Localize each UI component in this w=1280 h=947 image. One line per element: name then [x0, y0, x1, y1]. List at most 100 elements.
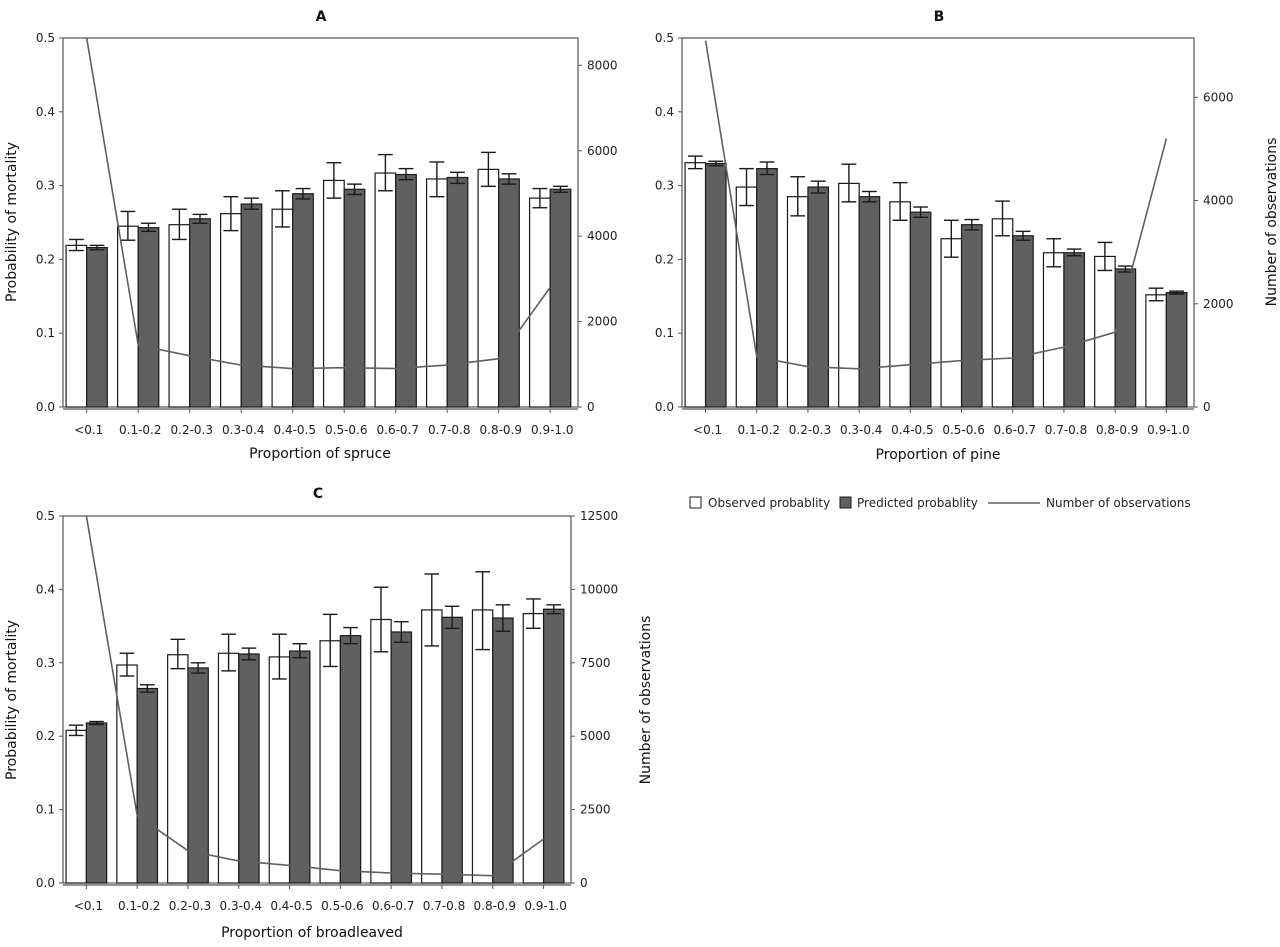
- x-tick-label: 0.8-0.9: [1096, 423, 1139, 437]
- y-tick-label: 0.5: [36, 509, 55, 523]
- x-tick-label: 0.9-1.0: [1147, 423, 1190, 437]
- predicted-bar: [542, 608, 565, 884]
- y-tick-label: 0.0: [36, 400, 55, 414]
- legend: Observed probablity Predicted probablity…: [689, 496, 1191, 510]
- y2-tick-label: 7500: [580, 656, 611, 670]
- x-tick-label: 0.4-0.5: [891, 423, 934, 437]
- y2-tick-label: 0: [587, 400, 595, 414]
- y-tick-label: 0.0: [36, 876, 55, 890]
- y-tick-label: 0.3: [655, 179, 674, 193]
- y-tick-label: 0.1: [655, 326, 674, 340]
- observed-bar: [786, 196, 809, 408]
- y2-tick-label: 2000: [1203, 297, 1234, 311]
- observed-bar: [421, 609, 443, 884]
- predicted-bar: [85, 722, 108, 884]
- x-tick-label: 0.2-0.3: [169, 899, 212, 913]
- plot-frame: [681, 37, 1195, 408]
- x-tick-label: 0.2-0.3: [789, 423, 832, 437]
- predicted-bar: [86, 246, 108, 408]
- x-tick-label: 0.8-0.9: [480, 423, 523, 437]
- x-tick-label: 0.5-0.6: [325, 423, 368, 437]
- x-axis-title: Proportion of broadleaved: [221, 925, 403, 941]
- observed-bar: [1042, 252, 1065, 408]
- y-tick-label: 0.5: [655, 31, 674, 45]
- y2-tick-label: 2000: [587, 315, 618, 329]
- predicted-bar: [288, 650, 311, 884]
- x-tick-label: 0.1-0.2: [119, 423, 162, 437]
- y2-tick-label: 4000: [1203, 194, 1234, 208]
- observed-bar: [271, 208, 294, 408]
- y2-tick-label: 4000: [587, 229, 618, 243]
- y-tick-label: 0.3: [36, 656, 55, 670]
- observed-bar: [471, 609, 494, 884]
- x-tick-label: <0.1: [693, 423, 722, 437]
- observed-bar: [319, 640, 341, 884]
- panel-c: C Proportion of broadleaved Probability …: [4, 486, 654, 941]
- x-tick-label: 0.7-0.8: [428, 423, 471, 437]
- observed-bar: [684, 162, 707, 408]
- x-tick-label: 0.6-0.7: [377, 423, 420, 437]
- y-tick-label: 0.5: [36, 31, 55, 45]
- predicted-bar: [240, 203, 263, 408]
- x-tick-label: 0.6-0.7: [994, 423, 1037, 437]
- predicted-bar: [1114, 268, 1137, 408]
- legend-predicted-swatch: [839, 496, 852, 509]
- x-tick-label: 0.3-0.4: [220, 899, 263, 913]
- observed-bar: [1094, 255, 1116, 408]
- y2-tick-label: 0: [580, 876, 588, 890]
- observed-bar: [889, 201, 911, 408]
- y-tick-label: 0.3: [36, 179, 55, 193]
- observed-bar: [477, 168, 500, 408]
- y2-tick-label: 10000: [580, 582, 618, 596]
- x-tick-label: 0.2-0.3: [171, 423, 214, 437]
- count-line: [85, 37, 551, 370]
- predicted-bar: [909, 211, 932, 408]
- y-tick-label: 0.1: [36, 326, 55, 340]
- predicted-bar: [549, 188, 572, 408]
- count-line: [704, 40, 1168, 370]
- x-axis-title: Proportion of spruce: [249, 446, 391, 462]
- y-tick-label: 0.4: [36, 582, 55, 596]
- y2-tick-label: 8000: [587, 58, 618, 72]
- x-tick-label: 0.7-0.8: [423, 899, 466, 913]
- y-axis-title: Probability of mortality: [4, 142, 20, 302]
- observed-bar: [940, 238, 963, 408]
- observed-bar: [116, 664, 138, 884]
- predicted-bar: [395, 173, 417, 408]
- observed-bar: [1145, 294, 1167, 408]
- x-tick-label: 0.6-0.7: [372, 899, 415, 913]
- y-tick-label: 0.2: [655, 252, 674, 266]
- x-tick-label: 0.3-0.4: [840, 423, 883, 437]
- x-tick-label: 0.5-0.6: [942, 423, 985, 437]
- x-tick-label: 0.3-0.4: [222, 423, 265, 437]
- x-tick-label: <0.1: [74, 899, 103, 913]
- predicted-bar: [292, 193, 314, 408]
- observed-bar: [168, 224, 191, 408]
- predicted-bar: [136, 687, 159, 884]
- y2-tick-label: 5000: [580, 729, 611, 743]
- y-tick-label: 0.0: [655, 400, 674, 414]
- panel-title: B: [934, 9, 945, 25]
- predicted-bar: [807, 186, 830, 408]
- observed-bar: [268, 656, 291, 884]
- plot-frame: [62, 37, 579, 408]
- y-axis-title: Probability of mortality: [4, 620, 20, 780]
- predicted-bar: [238, 653, 260, 884]
- predicted-bar: [492, 617, 514, 884]
- x-tick-label: 0.9-1.0: [524, 899, 567, 913]
- x-tick-label: 0.1-0.2: [738, 423, 781, 437]
- y-tick-label: 0.2: [36, 729, 55, 743]
- observed-bar: [116, 225, 139, 408]
- x-axis-title: Proportion of pine: [876, 447, 1001, 463]
- legend-predicted-label: Predicted probablity: [857, 496, 978, 510]
- observed-bar: [217, 652, 240, 884]
- y2-tick-label: 0: [1203, 400, 1211, 414]
- panel-b: B Proportion of pine Number of observati…: [655, 9, 1280, 463]
- y2-tick-label: 6000: [1203, 90, 1234, 104]
- observed-bar: [838, 182, 860, 408]
- y2-tick-label: 2500: [580, 803, 611, 817]
- plot-frame: [62, 515, 572, 884]
- observed-bar: [991, 218, 1014, 408]
- x-tick-label: 0.4-0.5: [274, 423, 317, 437]
